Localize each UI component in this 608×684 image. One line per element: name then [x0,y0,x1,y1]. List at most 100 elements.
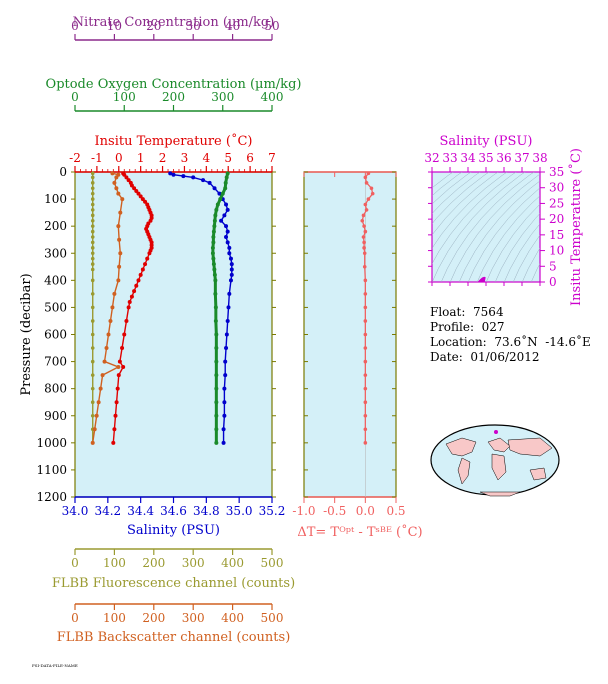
oxygen-tick-label: 100 [113,90,136,104]
oxygen-point [212,224,217,229]
oxygen-point [214,332,219,337]
temperature-point [132,289,137,294]
oxygen-point [223,180,228,185]
salinity-tick-label: 35.0 [226,504,253,518]
backscatter-point [100,373,105,378]
backscatter-point [92,427,97,432]
delta-t-point [366,197,371,201]
fluorescence-point [90,373,95,377]
fluorescence-point [90,251,95,256]
fluorescence-point [90,235,95,239]
backscatter-point [118,210,123,215]
oxygen-point [210,245,215,250]
pressure-tick-label: 300 [44,246,67,260]
temperature-tick-label: -1 [91,151,103,165]
fluorescence-point [90,400,95,405]
ts-salinity-axis-label: Salinity (PSU) [440,134,533,149]
ts-density-contour [476,195,540,282]
float-id: Float: 7564 [430,305,504,319]
salinity-point [224,346,229,351]
delta-t-tick-label: -1.0 [292,504,315,518]
ts-temperature-axis-label: Insitu Temperature (˚C) [568,148,584,306]
oxygen-point [214,386,219,391]
backscatter-point [120,197,125,202]
ts-salinity-tick-label: 38 [532,151,547,165]
pressure-tick-label: 900 [44,409,67,423]
oxygen-point [213,318,218,323]
fluorescence-point [90,181,95,185]
ts-density-contours [432,172,540,282]
delta-t-tick-label: -0.5 [323,504,346,518]
delta-t-point [363,427,368,432]
oxygen-point [214,373,219,378]
salinity-tick-label: 34.6 [160,504,187,518]
world-map [430,424,560,497]
oxygen-point [214,413,219,418]
delta-t-point [366,171,371,176]
ts-density-contour [449,173,540,282]
salinity-tick-label: 35.2 [259,504,286,518]
temperature-tick-label: 1 [137,151,145,165]
temperature-tick-label: -2 [69,151,81,165]
ts-density-contour [521,247,540,282]
world-map-land [479,491,521,497]
temperature-point [112,427,117,432]
ts-density-contour [432,172,499,236]
world-map-land [487,437,511,453]
oxygen-tick-label: 400 [261,90,284,104]
delta-t-point [363,175,368,180]
backscatter-point [94,413,99,418]
salinity-point [224,235,229,239]
ts-profile-shape [477,276,486,283]
salinity-point [222,400,227,405]
delta-t-tick-label: 0.0 [356,504,375,518]
backscatter-tick-label: 300 [182,611,205,625]
ts-temperature-tick-label: 10 [549,244,564,258]
ts-density-contour [432,172,481,214]
temperature-point [120,346,125,351]
temperature-point [126,305,131,310]
fluorescence-point [90,256,95,261]
fluorescence-axis-label: FLBB Fluorescence channel (counts) [52,576,295,591]
oxygen-point [210,251,215,256]
fluorescence-point [90,267,95,272]
ts-temperature-tick-label: 5 [549,259,557,273]
pressure-tick-label: 1100 [36,463,67,477]
oxygen-point [214,207,219,212]
fluorescence-point [90,305,95,310]
oxygen-tick-label: 0 [71,90,79,104]
fluorescence-tick-label: 300 [182,556,205,570]
oxygen-point [218,197,223,202]
fluorescence-point [90,197,95,201]
salinity-tick-label: 34.4 [127,504,154,518]
backscatter-tick-label: 400 [221,611,244,625]
temperature-point [140,267,145,272]
salinity-point [224,224,229,229]
backscatter-point [96,400,101,405]
delta-t-point [363,229,368,234]
ts-density-contour [432,172,472,205]
salinity-point [225,240,230,245]
backscatter-tick-label: 500 [261,611,284,625]
temperature-tick-label: 2 [159,151,167,165]
temperature-point [124,175,129,180]
fluorescence-point [90,202,95,207]
temperature-point [115,386,120,391]
backscatter-tick-label: 100 [103,611,126,625]
salinity-tick-label: 34.8 [193,504,220,518]
fluorescence-point [90,175,95,180]
nitrate-tick-label: 50 [264,19,279,33]
oxygen-point [220,191,225,196]
float-location: Location: 73.6˚N -14.6˚E [430,335,591,349]
delta-t-point [370,191,375,196]
delta-t-point [361,235,366,239]
main-plot-area [74,171,273,498]
temperature-tick-label: 7 [268,151,276,165]
temperature-tick-label: 6 [246,151,254,165]
profile-date: Date: 01/06/2012 [430,350,540,364]
pressure-tick-label: 200 [44,219,67,233]
salinity-point [229,267,234,272]
oxygen-point [214,346,219,351]
fluorescence-point [90,224,95,228]
